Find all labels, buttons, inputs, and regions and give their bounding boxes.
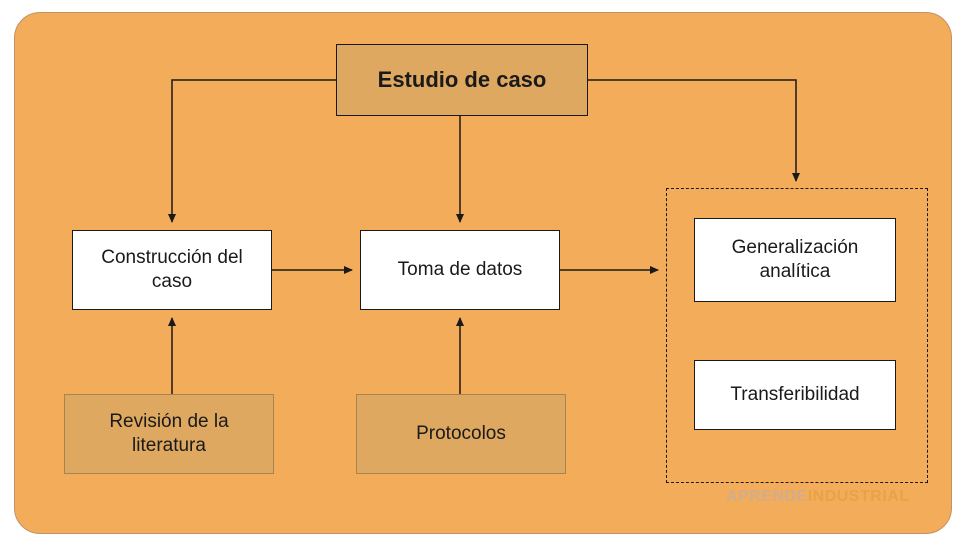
watermark: APRENDEINDUSTRIAL <box>726 488 910 506</box>
watermark-part2: INDUSTRIAL <box>808 488 910 505</box>
diagram-canvas: Estudio de caso Construcción del caso To… <box>0 0 965 545</box>
node-label: Transferibilidad <box>730 383 859 407</box>
node-toma-de-datos: Toma de datos <box>360 230 560 310</box>
node-protocolos: Protocolos <box>356 394 566 474</box>
watermark-part1: APRENDE <box>726 488 808 505</box>
node-transferibilidad: Transferibilidad <box>694 360 896 430</box>
node-label: Generalización analítica <box>705 236 885 284</box>
node-estudio-de-caso: Estudio de caso <box>336 44 588 116</box>
node-label: Estudio de caso <box>378 66 547 94</box>
node-label: Construcción del caso <box>83 246 261 294</box>
node-construccion-del-caso: Construcción del caso <box>72 230 272 310</box>
node-generalizacion-analitica: Generalización analítica <box>694 218 896 302</box>
node-label: Protocolos <box>416 422 506 446</box>
node-revision-literatura: Revisión de la literatura <box>64 394 274 474</box>
node-label: Toma de datos <box>398 258 523 282</box>
node-label: Revisión de la literatura <box>75 410 263 458</box>
